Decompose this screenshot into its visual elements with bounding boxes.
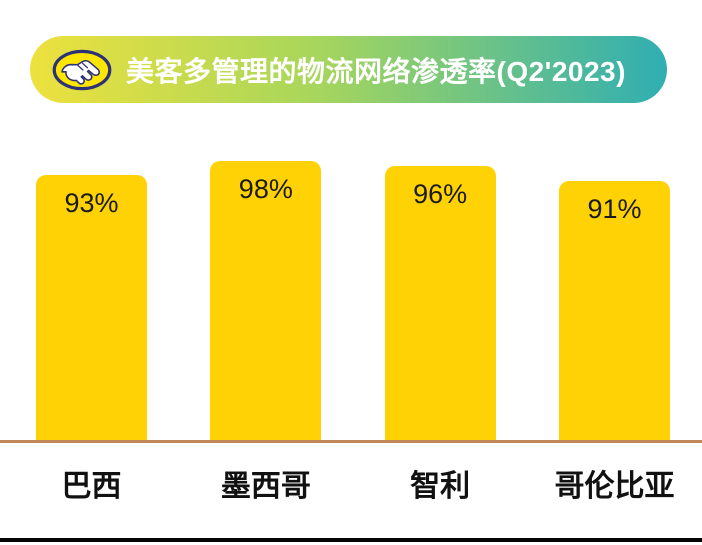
x-axis-label: 哥伦比亚: [554, 470, 675, 503]
x-axis-label: 智利: [410, 470, 471, 503]
bar: 91%: [558, 180, 670, 441]
bar: 96%: [384, 166, 496, 441]
title-banner: 美客多管理的物流网络渗透率(Q2'2023): [30, 36, 667, 103]
bars-row: 93% 98% 96% 91%: [36, 155, 670, 441]
x-labels-row: 巴西 墨西哥 智利 哥伦比亚: [36, 461, 675, 505]
bar-value-label: 91%: [587, 193, 642, 224]
bar-value-label: 98%: [238, 173, 293, 204]
bar-value-label: 96%: [413, 179, 468, 210]
bottom-divider: [0, 538, 702, 542]
x-axis-line: [0, 440, 702, 443]
chart-title: 美客多管理的物流网络渗透率(Q2'2023): [126, 55, 626, 87]
x-axis-label: 巴西: [61, 470, 122, 503]
bar-value-label: 93%: [64, 188, 119, 219]
bar: 93%: [36, 175, 147, 441]
x-axis-label: 墨西哥: [220, 470, 311, 503]
mercadolibre-handshake-logo-icon: [52, 49, 112, 90]
bar: 98%: [210, 160, 322, 441]
